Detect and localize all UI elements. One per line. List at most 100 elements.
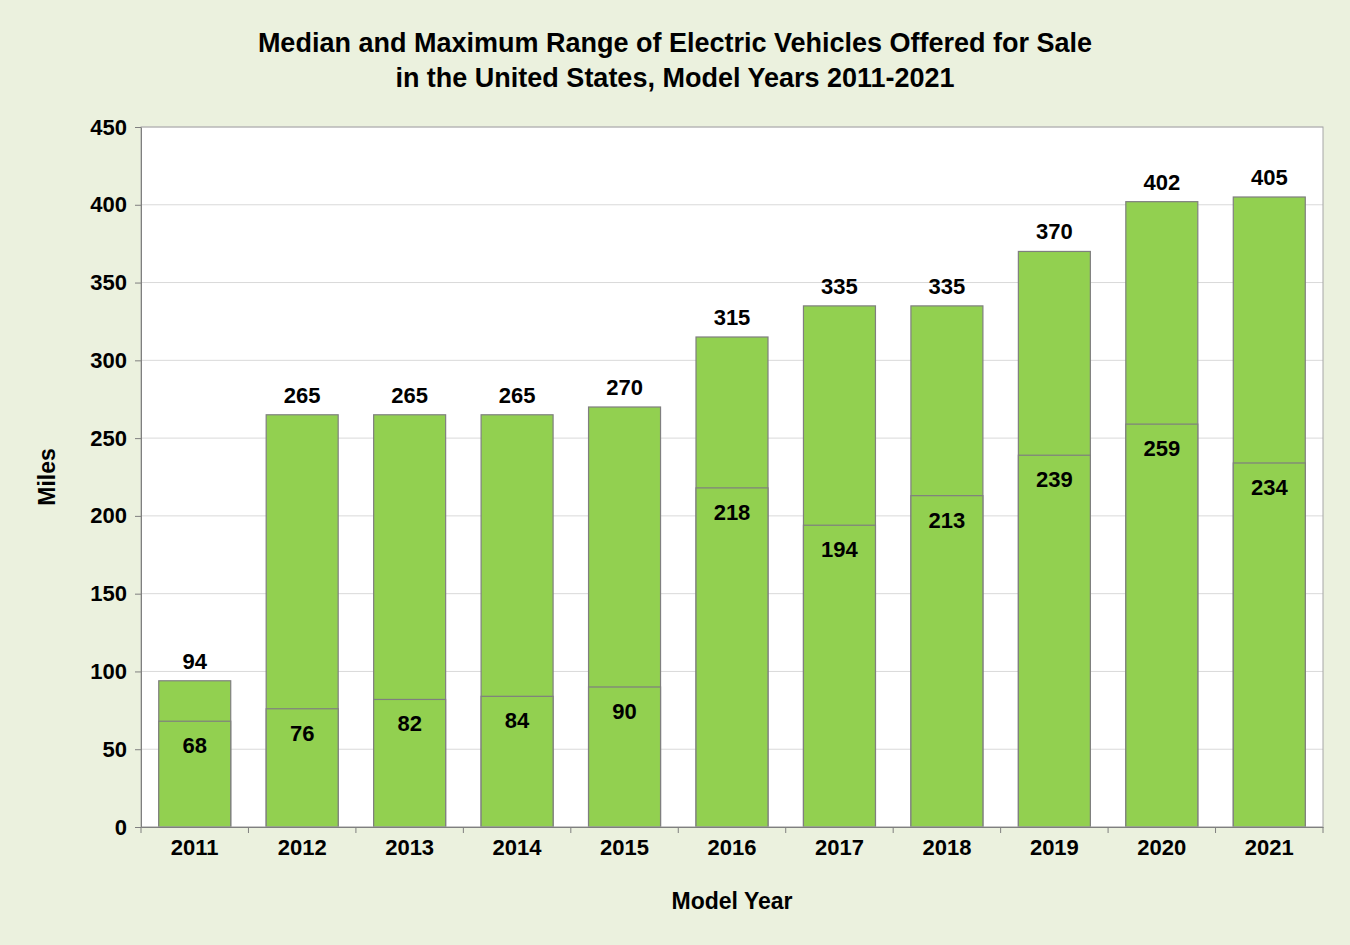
tick: 2019 (1030, 827, 1079, 860)
data-label: 218 (714, 500, 751, 525)
tick-label: 350 (90, 270, 127, 295)
tick: 250 (90, 426, 141, 451)
data-label: 335 (821, 274, 858, 299)
tick-mark (893, 827, 894, 833)
x-axis: 2011 2012 2013 2014 2015 2016 2017 2018 2019 2020… (142, 827, 1324, 860)
series (159, 424, 1306, 827)
bar (1126, 202, 1198, 827)
x-tick-marks (141, 827, 1323, 833)
axis-line (141, 128, 142, 828)
tick-mark (135, 205, 141, 206)
bar (481, 415, 553, 827)
data-label: 265 (499, 383, 536, 408)
tick: 2017 (815, 827, 864, 860)
tick-label: 2014 (493, 835, 543, 860)
tick: 2021 (1245, 827, 1294, 860)
tick-mark (135, 671, 141, 672)
plot-area (141, 127, 1323, 827)
tick: 450 (90, 115, 141, 140)
background (0, 0, 1350, 945)
tick-label: 0 (115, 815, 127, 840)
bar (696, 337, 768, 827)
data-label: 68 (182, 733, 206, 758)
tick-mark (1323, 827, 1324, 833)
tick-mark (1108, 827, 1109, 833)
tick: 100 (90, 659, 141, 684)
plot-frame (141, 127, 1323, 827)
data-label: 259 (1143, 436, 1180, 461)
bar (159, 721, 231, 827)
bar (589, 407, 661, 827)
tick: 2018 (922, 827, 971, 860)
bar (374, 699, 446, 827)
tick: 2011 (171, 827, 219, 860)
tick-label: 300 (90, 348, 127, 373)
tick-mark (355, 827, 356, 833)
chart: Median and Maximum Range of Electric Veh… (0, 0, 1350, 945)
bar (266, 709, 338, 827)
tick-mark (785, 827, 786, 833)
tick-mark (248, 827, 249, 833)
axis-line (142, 827, 1324, 828)
tick-mark (135, 749, 141, 750)
tick-label: 250 (90, 426, 127, 451)
tick: 400 (90, 192, 141, 217)
tick: 200 (90, 503, 141, 528)
data-label: 405 (1251, 165, 1288, 190)
tick: 2014 (493, 827, 543, 860)
bar (589, 687, 661, 827)
bar (481, 696, 553, 827)
data-label: 265 (284, 383, 321, 408)
tick: 2013 (385, 827, 434, 860)
data-labels: 9426526526527031533533537040240568768284… (182, 165, 1288, 758)
data-label: 402 (1143, 170, 1180, 195)
x-axis-title: Model Year (671, 888, 792, 914)
bar (1233, 463, 1305, 827)
tick: 2016 (708, 827, 757, 860)
tick-mark (1000, 827, 1001, 833)
tick: 150 (90, 581, 141, 606)
tick-mark (570, 827, 571, 833)
tick: 350 (90, 270, 141, 295)
tick-label: 2011 (171, 835, 219, 860)
data-label: 82 (397, 711, 421, 736)
tick-mark (135, 516, 141, 517)
data-label: 315 (714, 305, 751, 330)
bar (374, 415, 446, 827)
tick-label: 400 (90, 192, 127, 217)
tick-label: 50 (103, 737, 127, 762)
tick: 2012 (278, 827, 327, 860)
data-label: 84 (505, 708, 530, 733)
tick: 2015 (600, 827, 649, 860)
bar (1233, 197, 1305, 827)
bar (803, 525, 875, 827)
data-label: 239 (1036, 467, 1073, 492)
tick-label: 200 (90, 503, 127, 528)
tick-label: 450 (90, 115, 127, 140)
tick-mark (135, 827, 141, 828)
tick-mark (141, 827, 142, 833)
tick: 2020 (1137, 827, 1186, 860)
data-label: 370 (1036, 219, 1073, 244)
data-label: 335 (929, 274, 966, 299)
tick: 300 (90, 348, 141, 373)
tick-label: 2015 (600, 835, 649, 860)
data-label: 90 (612, 699, 636, 724)
bar (1018, 251, 1090, 827)
tick-mark (135, 283, 141, 284)
data-label: 213 (929, 508, 966, 533)
tick-mark (135, 438, 141, 439)
tick-mark (463, 827, 464, 833)
bar (803, 306, 875, 827)
tick-label: 100 (90, 659, 127, 684)
tick-label: 2016 (708, 835, 757, 860)
tick-label: 2013 (385, 835, 434, 860)
bar (696, 488, 768, 827)
y-axis-title: Miles (34, 448, 60, 506)
tick-label: 2019 (1030, 835, 1079, 860)
grid (141, 127, 1323, 827)
tick: 0 (115, 815, 141, 840)
bar (911, 496, 983, 827)
tick-label: 2021 (1245, 835, 1294, 860)
series (159, 197, 1306, 827)
